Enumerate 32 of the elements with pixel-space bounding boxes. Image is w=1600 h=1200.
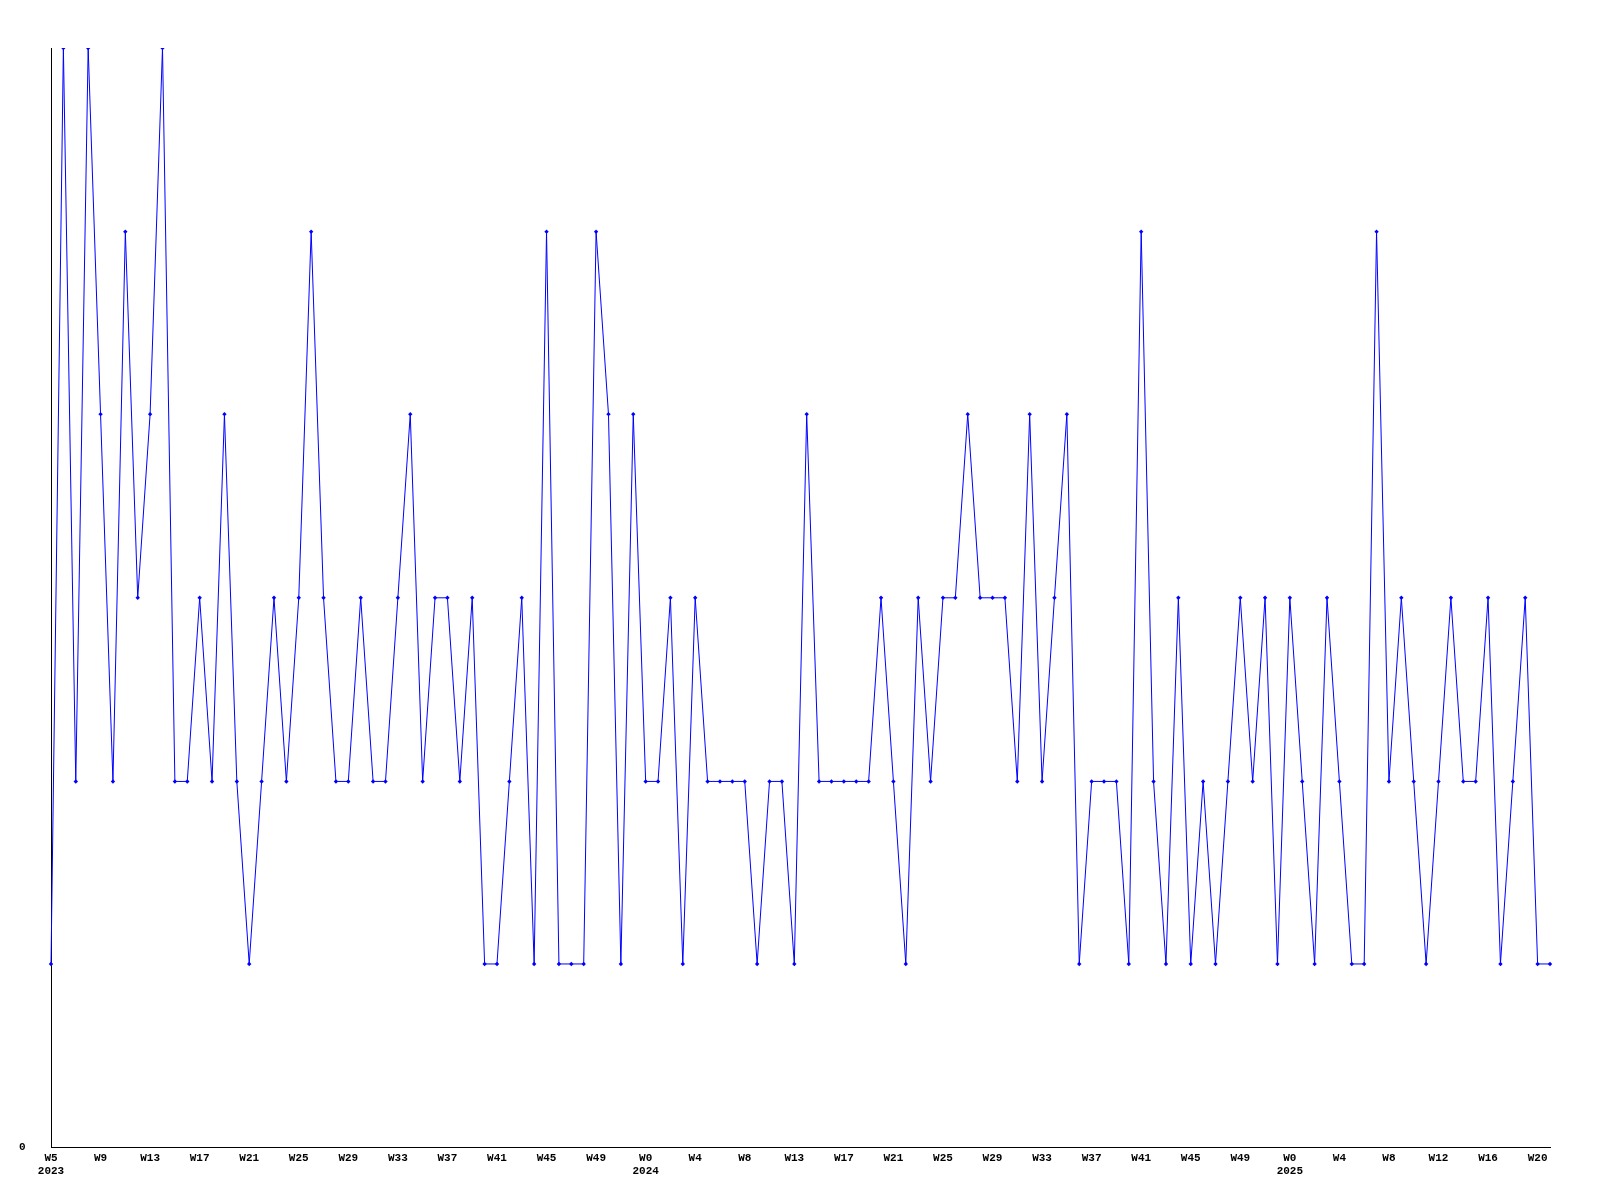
x-tick-label: W33 — [1032, 1151, 1053, 1164]
x-tick-label: W41 — [1131, 1151, 1152, 1164]
x-tick-label: W12 — [1428, 1151, 1449, 1164]
x-tick-label: W29 — [982, 1151, 1003, 1164]
x-tick-label: W8 — [738, 1151, 752, 1164]
x-tick-label: W0 2024 — [632, 1151, 660, 1178]
x-tick-label: W0 2025 — [1276, 1151, 1304, 1178]
x-tick-label: W25 — [933, 1151, 954, 1164]
x-tick-label: W25 — [288, 1151, 310, 1164]
x-tick-label: W4 — [1332, 1151, 1347, 1164]
x-tick-label: W41 — [487, 1151, 508, 1164]
x-tick-label: W9 — [93, 1151, 108, 1164]
x-tick-label: W17 — [189, 1151, 210, 1164]
x-tick-label: W49 — [586, 1151, 606, 1164]
x-tick-label: W5 2023 — [37, 1151, 65, 1178]
x-tick-label: W37 — [1081, 1151, 1102, 1164]
x-tick-label: W21 — [239, 1151, 260, 1164]
text: 0 — [19, 1141, 26, 1154]
x-tick-label: W49 — [1230, 1151, 1251, 1164]
x-tick-label: W8 — [1382, 1151, 1396, 1164]
x-tick-label: W13 — [784, 1151, 805, 1164]
x-tick-label: W21 — [883, 1151, 904, 1164]
x-tick-label: W4 — [688, 1151, 703, 1164]
x-tick-label: W45 — [536, 1151, 557, 1164]
x-tick-label: W29 — [338, 1151, 359, 1164]
x-tick-label: W45 — [1180, 1151, 1202, 1164]
x-tick-label: W17 — [833, 1151, 854, 1164]
x-tick-label: W20 — [1527, 1151, 1548, 1164]
x-tick-label: W16 — [1478, 1151, 1498, 1164]
x-tick-label: W33 — [387, 1151, 409, 1164]
x-tick-label: W13 — [140, 1151, 161, 1164]
x-tick-label: W37 — [437, 1151, 458, 1164]
